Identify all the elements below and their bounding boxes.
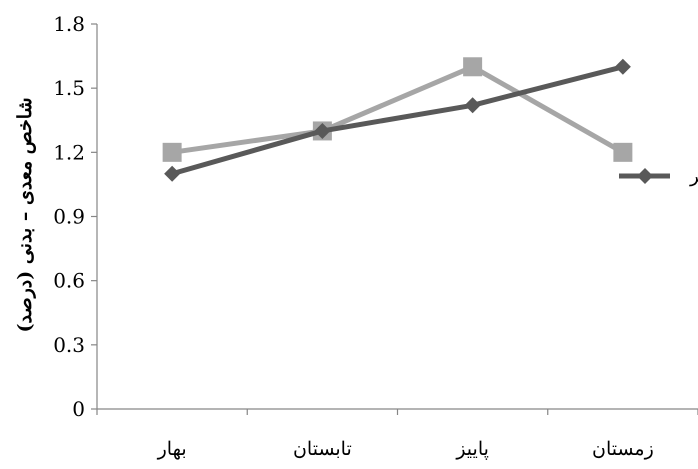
data-point-diamond [614, 58, 631, 75]
x-tick-label: بهار [157, 438, 187, 460]
legend-swatch-marker [637, 168, 653, 184]
data-point-diamond [164, 165, 181, 182]
axes [96, 24, 698, 410]
y-tick-label: 0.9 [53, 205, 85, 229]
x-tick-label: زمستان [592, 438, 654, 460]
data-point-diamond [464, 97, 481, 114]
y-tick-label: 0.3 [53, 333, 85, 357]
data-point-square [162, 142, 182, 162]
series-1 [164, 58, 631, 182]
legend: نر [619, 166, 698, 187]
data-point-square [613, 142, 633, 162]
data-point-diamond [314, 122, 331, 139]
series-line [171, 64, 624, 177]
y-axis-label: شاخص معدی – بدنی (درصد) [14, 98, 36, 333]
legend-label: نر [689, 166, 698, 187]
x-tick-labels: بهار تابستان پاییز زمستان [96, 409, 698, 460]
y-tick-label: 1.5 [53, 76, 85, 100]
series-layer [162, 57, 633, 182]
data-point-square [463, 57, 483, 77]
y-tick-labels: 0 0.3 0.6 0.9 1.2 1.5 1.8 [53, 12, 97, 421]
series-2 [162, 57, 633, 162]
y-tick-label: 0 [72, 397, 85, 421]
x-tick-label: تابستان [293, 438, 352, 460]
y-tick-label: 1.2 [53, 140, 85, 164]
y-tick-label: 0.6 [53, 269, 85, 293]
x-tick-label: پاییز [455, 438, 489, 460]
y-tick-label: 1.8 [53, 12, 85, 36]
series-line [171, 64, 625, 155]
